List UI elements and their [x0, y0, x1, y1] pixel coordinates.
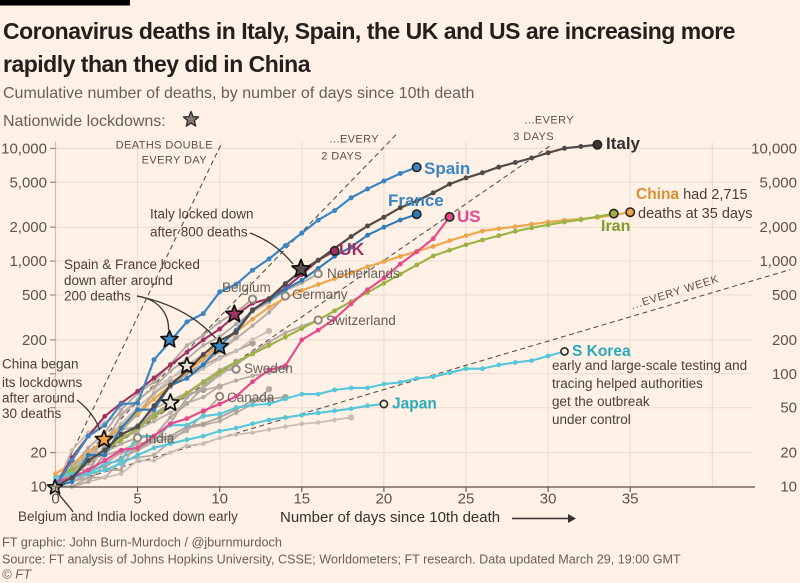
svg-text:Spain: Spain [424, 159, 470, 178]
svg-text:Number of days since 10th deat: Number of days since 10th death [280, 509, 500, 526]
svg-text:Italy locked down: Italy locked down [150, 207, 254, 222]
svg-text:0: 0 [51, 491, 59, 508]
svg-text:10,000: 10,000 [1, 140, 47, 157]
svg-text:under control: under control [552, 412, 631, 427]
svg-text:get the outbreak: get the outbreak [552, 394, 650, 409]
svg-text:down after around: down after around [64, 273, 173, 288]
svg-text:Netherlands: Netherlands [327, 266, 400, 281]
svg-text:S Korea: S Korea [572, 343, 631, 360]
svg-text:...EVERY WEEK: ...EVERY WEEK [629, 273, 720, 312]
svg-text:early and large-scale testing: early and large-scale testing and [552, 358, 747, 373]
svg-text:3 DAYS: 3 DAYS [513, 131, 554, 143]
svg-text:5: 5 [133, 491, 141, 508]
svg-text:UK: UK [339, 239, 365, 259]
svg-text:rapidly than they did in China: rapidly than they did in China [3, 51, 311, 77]
svg-text:US: US [457, 207, 481, 226]
svg-text:after 800 deaths: after 800 deaths [150, 225, 248, 240]
svg-text:...EVERY: ...EVERY [525, 115, 575, 127]
svg-text:20: 20 [376, 491, 393, 508]
svg-text:30: 30 [540, 491, 557, 508]
svg-text:Spain & France locked: Spain & France locked [64, 257, 200, 272]
svg-text:200: 200 [22, 332, 47, 349]
svg-text:500: 500 [772, 287, 797, 304]
svg-text:2,000: 2,000 [9, 219, 47, 236]
svg-text:FT graphic: John Burn-Murdoch: FT graphic: John Burn-Murdoch / @jburnmu… [2, 536, 282, 550]
svg-text:Iran: Iran [601, 218, 630, 235]
svg-text:10,000: 10,000 [751, 140, 797, 157]
svg-text:China had 2,715: China had 2,715 [636, 186, 748, 203]
svg-text:35: 35 [622, 491, 639, 508]
svg-text:tracing helped authorities: tracing helped authorities [552, 376, 703, 391]
svg-text:10: 10 [780, 479, 797, 496]
svg-text:its lockdowns: its lockdowns [2, 375, 83, 390]
svg-text:1,000: 1,000 [759, 253, 797, 270]
svg-text:Coronavirus deaths in Italy, S: Coronavirus deaths in Italy, Spain, the … [3, 18, 735, 44]
svg-text:10: 10 [211, 491, 228, 508]
svg-text:Sweden: Sweden [244, 361, 293, 376]
svg-text:Source: FT analysis of Johns H: Source: FT analysis of Johns Hopkins Uni… [2, 553, 681, 567]
svg-text:Italy: Italy [606, 134, 641, 153]
svg-text:Cumulative number of deaths, b: Cumulative number of deaths, by number o… [3, 85, 474, 102]
svg-text:Canada: Canada [227, 390, 275, 405]
svg-text:Belgium and India locked down: Belgium and India locked down early [18, 509, 238, 524]
svg-text:Germany: Germany [292, 287, 348, 302]
svg-text:2,000: 2,000 [759, 219, 797, 236]
svg-text:5,000: 5,000 [9, 174, 47, 191]
svg-text:1,000: 1,000 [9, 253, 47, 270]
svg-text:Japan: Japan [392, 396, 437, 413]
svg-text:100: 100 [772, 366, 797, 383]
svg-text:20: 20 [30, 445, 47, 462]
svg-text:2 DAYS: 2 DAYS [321, 151, 362, 163]
svg-text:© FT: © FT [2, 567, 32, 582]
svg-text:10: 10 [30, 479, 47, 496]
svg-text:20: 20 [780, 445, 797, 462]
svg-text:500: 500 [22, 287, 47, 304]
svg-text:5,000: 5,000 [759, 174, 797, 191]
svg-text:Belgium: Belgium [222, 280, 271, 295]
svg-text:EVERY DAY: EVERY DAY [142, 155, 208, 167]
svg-text:15: 15 [293, 491, 310, 508]
svg-text:Nationwide lockdowns:: Nationwide lockdowns: [3, 113, 166, 130]
svg-text:China began: China began [2, 357, 79, 372]
svg-text:deaths at 35 days: deaths at 35 days [638, 206, 752, 222]
svg-text:after around: after around [2, 391, 75, 406]
svg-text:France: France [388, 191, 444, 210]
svg-text:200 deaths: 200 deaths [64, 289, 131, 304]
svg-text:India: India [145, 431, 175, 446]
svg-text:50: 50 [780, 400, 797, 417]
svg-text:30 deaths: 30 deaths [2, 406, 62, 421]
svg-text:DEATHS DOUBLE: DEATHS DOUBLE [116, 140, 213, 152]
svg-text:Switzerland: Switzerland [326, 313, 396, 328]
svg-text:...EVERY: ...EVERY [330, 134, 380, 146]
svg-text:200: 200 [772, 332, 797, 349]
svg-text:25: 25 [458, 491, 475, 508]
